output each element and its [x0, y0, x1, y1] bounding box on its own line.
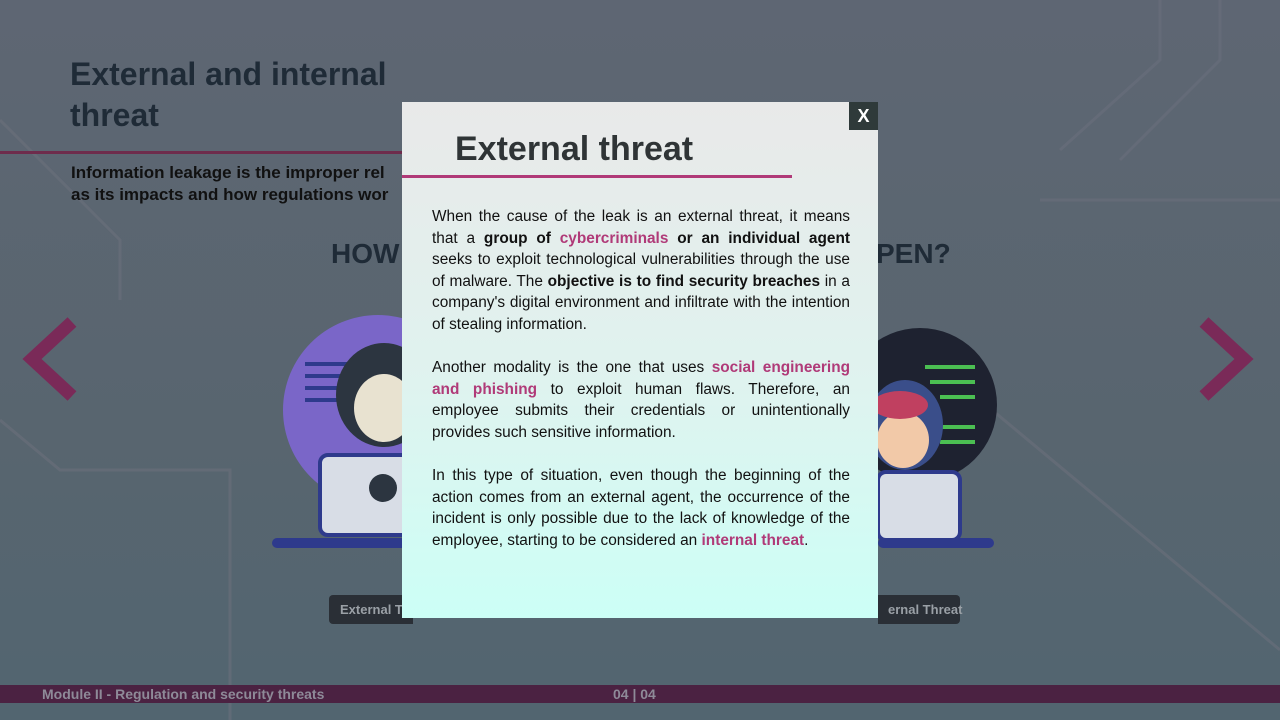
text-run: Another modality is the one that uses — [432, 359, 712, 377]
text-run: in a company's digital environment and i… — [432, 272, 850, 333]
modal: External threat When the cause of the le… — [402, 102, 878, 618]
next-arrow[interactable] — [1196, 316, 1256, 406]
text-run: seeks to exploit technological vulnerabi… — [432, 251, 850, 290]
modal-body: When the cause of the leak is an externa… — [432, 206, 850, 573]
slide-title: External and internal threat — [70, 56, 387, 133]
text-run: social engineering and phishing — [432, 359, 851, 398]
paragraph: When the cause of the leak is an externa… — [432, 206, 850, 336]
text-run: In this type of situation, even though t… — [432, 467, 850, 549]
title-underline — [0, 151, 402, 154]
text-run: internal threat — [701, 531, 805, 549]
modal-title-underline — [402, 175, 792, 178]
text-run: to exploit human flaws. Therefore, an em… — [432, 380, 850, 441]
threat-button[interactable]: External T — [329, 595, 413, 624]
footer-bar — [0, 685, 1280, 703]
threat-button[interactable]: ernal Threat — [878, 595, 962, 624]
footer-page: 04 | 04 — [613, 686, 656, 702]
paragraph: In this type of situation, even though t… — [432, 465, 850, 551]
text-run: cybercriminals — [559, 229, 669, 247]
paragraph: Another modality is the one that uses so… — [432, 357, 850, 443]
section-heading: HOW — [331, 238, 400, 269]
hacker-right — [867, 365, 994, 548]
intro-text: as its impacts and how regulations wor — [71, 185, 389, 204]
prev-arrow[interactable] — [20, 316, 80, 406]
text-run: . — [804, 531, 809, 549]
footer-module: Module II - Regulation and security thre… — [42, 686, 325, 702]
intro-text: Information leakage is the improper rel — [71, 163, 385, 182]
modal-title: External threat — [455, 130, 694, 168]
text-run: or an individual agent — [668, 229, 850, 247]
section-heading: PEN? — [876, 238, 951, 269]
text-run: objective is to find security breaches — [547, 272, 821, 290]
text-run: When the cause of the leak is an externa… — [432, 208, 850, 247]
close-button[interactable]: X — [849, 102, 878, 130]
text-run: group of — [483, 229, 560, 247]
